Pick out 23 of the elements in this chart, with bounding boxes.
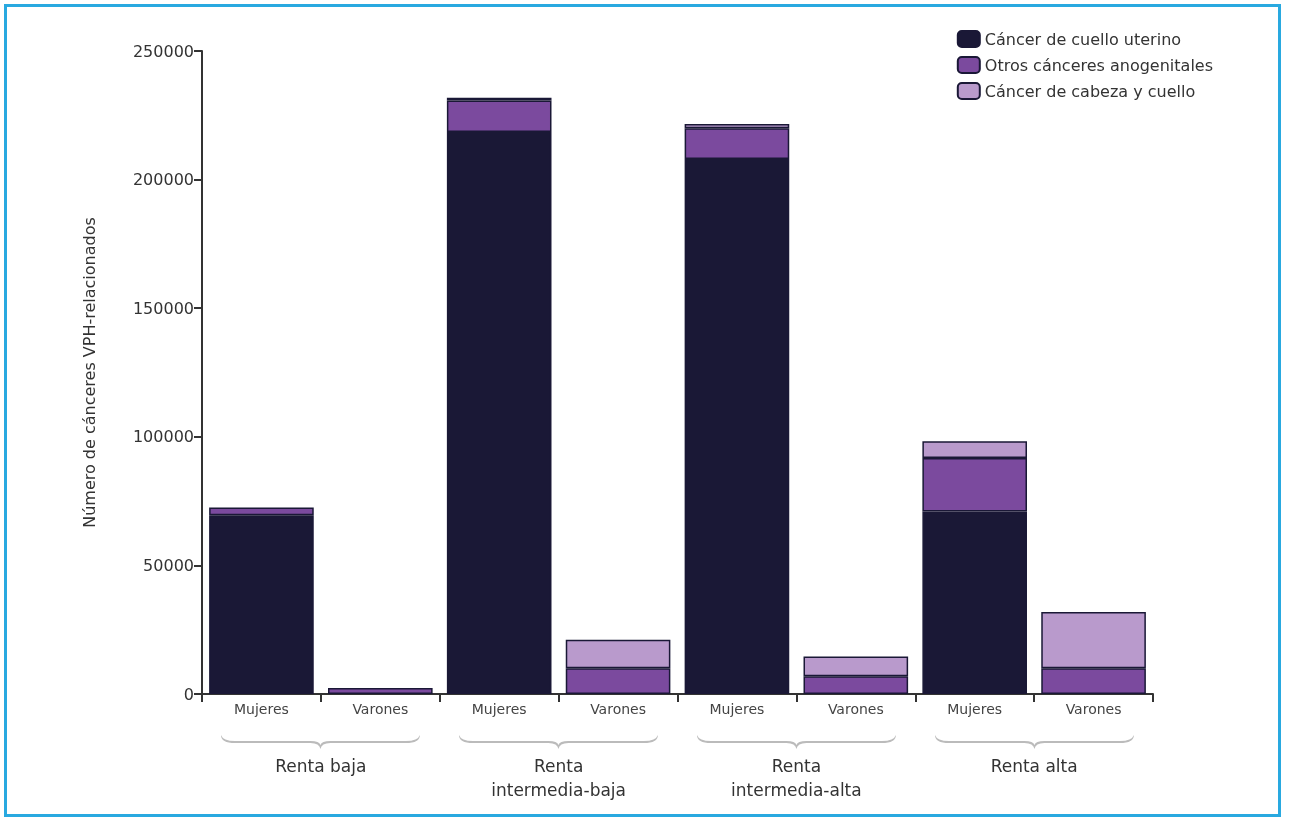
y-tick-label: 200000 <box>132 170 194 190</box>
x-tick-label: Varones <box>827 701 884 717</box>
x-tick-label: Mujeres <box>709 701 765 717</box>
text: Renta intermedia-alta <box>731 755 862 802</box>
y-tick-label: 250000 <box>132 41 194 61</box>
y-tick-label: 150000 <box>132 298 194 318</box>
x-tick-label: Varones <box>1065 701 1122 717</box>
x-tick-label: Mujeres <box>234 701 289 717</box>
text: Renta alta <box>990 755 1078 778</box>
text: Renta baja <box>275 755 367 778</box>
legend-label: Cáncer de cuello uterino <box>984 29 1182 49</box>
y-tick-label: 100000 <box>132 427 194 447</box>
x-tick-label: Varones <box>590 701 646 717</box>
x-tick-label: Varones <box>352 701 409 717</box>
text: Renta intermedia-baja <box>491 755 626 802</box>
x-tick-label: Mujeres <box>471 701 527 717</box>
legend-label: Cáncer de cabeza y cuello <box>984 81 1196 101</box>
bar <box>328 688 433 694</box>
y-tick-label: 0 <box>183 684 194 704</box>
y-tick-label: 50000 <box>143 555 194 575</box>
legend-label: Otros cánceres anogenitales <box>984 55 1213 75</box>
x-tick-label: Mujeres <box>947 701 1003 717</box>
y-axis-title: Número de cánceres VPH-relacionados <box>79 217 99 528</box>
